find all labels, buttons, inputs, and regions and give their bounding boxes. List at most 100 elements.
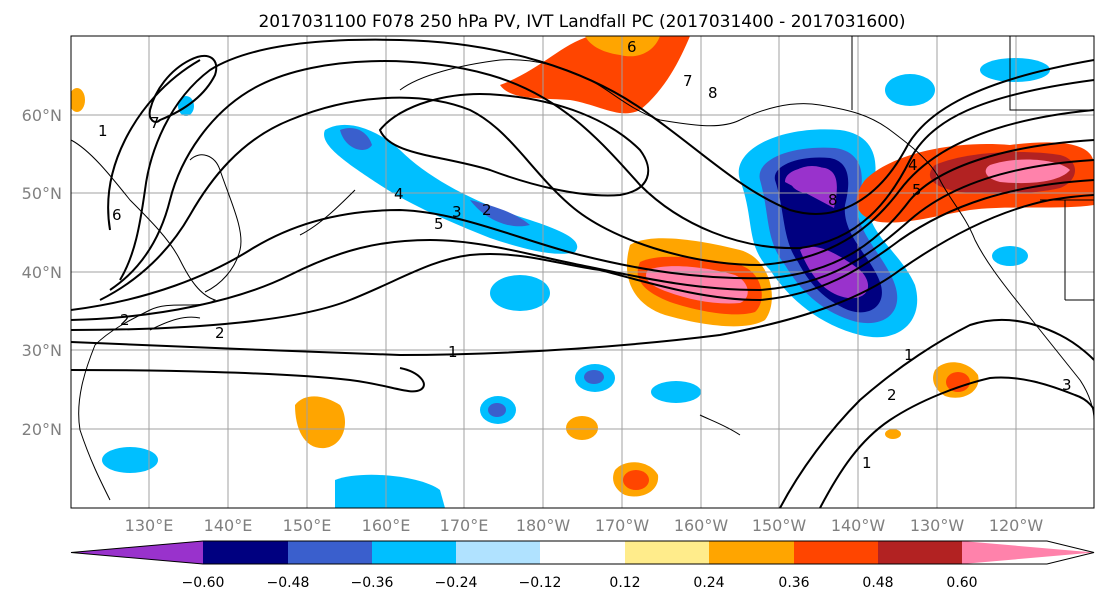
contour-line [71, 159, 1094, 321]
colorbar-segment [203, 541, 288, 564]
colorbar-segment [71, 541, 203, 564]
map-frame [70, 35, 1095, 509]
contour-region [470, 200, 530, 227]
contour-line [819, 376, 1094, 508]
contour-label: 2 [482, 201, 492, 219]
contour-label: 2 [215, 324, 225, 342]
lat-tick: 40°N [22, 263, 62, 282]
contour-region [992, 246, 1028, 266]
lon-tick: 170°E [440, 516, 489, 535]
lat-tick: 20°N [22, 420, 62, 439]
contour-line [189, 154, 242, 293]
contour-line [71, 139, 217, 501]
contour-line [779, 318, 1094, 508]
contour-label: 6 [627, 38, 637, 56]
lat-tick: 30°N [22, 341, 62, 360]
contour-line [699, 414, 741, 436]
contour-region [71, 88, 85, 112]
lon-tick: 150°E [283, 516, 332, 535]
contour-region [651, 381, 701, 403]
lon-tick: 160°W [674, 516, 729, 535]
contour-region [646, 266, 748, 304]
contour-label: 1 [904, 346, 914, 364]
colorbar-tick: −0.12 [519, 575, 562, 591]
contour-label: 3 [452, 203, 462, 221]
lat-tick: 60°N [22, 106, 62, 125]
contour-label: 1 [448, 343, 458, 361]
pv-contours [71, 38, 1094, 508]
colorbar-tick: 0.24 [693, 575, 724, 591]
colorbar-tick: 0.36 [778, 575, 809, 591]
contour-region [623, 470, 649, 490]
contour-line [107, 59, 201, 231]
contour-region [790, 166, 834, 194]
colorbar-segment [540, 541, 625, 564]
colorbar-tick: 0.48 [862, 575, 893, 591]
contour-region [340, 127, 372, 150]
colorbar-segment [372, 541, 456, 564]
contour-label: 6 [112, 206, 122, 224]
colorbar-tick: −0.60 [182, 575, 225, 591]
contour-label: 4 [394, 185, 404, 203]
contour-line [851, 36, 1094, 301]
contour-label: 8 [828, 191, 838, 209]
colorbar-ticks: −0.60 −0.48 −0.36 −0.24 −0.12 0.12 0.24 … [182, 575, 978, 591]
contour-region [885, 429, 901, 439]
contour-region [102, 447, 158, 473]
contour-label: 2 [120, 311, 130, 329]
colorbar [70, 540, 1095, 565]
colorbar-tick: −0.48 [267, 575, 310, 591]
contour-label: 3 [1062, 376, 1072, 394]
contour-region [584, 370, 604, 384]
colorbar-tick: 0.12 [609, 575, 640, 591]
colorbar-tick: −0.36 [351, 575, 394, 591]
contour-region [488, 403, 506, 417]
contour-label: 4 [908, 156, 918, 174]
lon-tick: 160°E [362, 516, 411, 535]
contour-region [885, 74, 935, 106]
contour-line [378, 93, 650, 197]
contour-label: 7 [683, 72, 693, 90]
lon-tick: 150°W [752, 516, 807, 535]
colorbar-segment [456, 541, 540, 564]
lat-tick: 50°N [22, 184, 62, 203]
contour-line [148, 55, 218, 123]
lon-tick: 120°W [989, 516, 1044, 535]
contour-line [71, 367, 425, 393]
positive-anomaly-bering [500, 36, 690, 114]
contour-label: 2 [887, 386, 897, 404]
lon-tick: 180°W [516, 516, 571, 535]
contour-label: 1 [862, 454, 872, 472]
contour-line [71, 139, 1094, 311]
contour-label: 1 [98, 122, 108, 140]
lon-tick: 170°W [595, 516, 650, 535]
colorbar-segment [794, 541, 878, 564]
colorbar-segment [878, 541, 962, 564]
lon-labels: 130°E 140°E 150°E 160°E 170°E 180°W 170°… [125, 516, 1044, 535]
colorbar-tick: 0.60 [946, 575, 977, 591]
graticule [71, 36, 1094, 508]
lon-tick: 130°W [910, 516, 965, 535]
contour-line [109, 60, 1094, 291]
contour-label: 8 [708, 84, 718, 102]
contour-line [71, 194, 1094, 357]
contour-labels: 1 2 3 4 5 6 7 8 1 2 1 2 3 4 5 6 7 8 2 1 [98, 38, 1072, 472]
contour-region [335, 474, 445, 508]
contour-line [119, 38, 1094, 281]
lon-tick: 140°E [204, 516, 253, 535]
colorbar-segment [625, 541, 709, 564]
lon-tick: 140°W [831, 516, 886, 535]
contour-region [946, 372, 970, 392]
colorbar-tick: −0.24 [435, 575, 478, 591]
contour-label: 7 [150, 114, 160, 132]
colorbar-segment [288, 541, 372, 564]
contour-region [490, 275, 550, 311]
contour-label: 5 [434, 215, 444, 233]
colorbar-segment [709, 541, 794, 564]
colorbar-segment [962, 541, 1094, 564]
contour-line [99, 96, 1094, 301]
lon-tick: 130°E [125, 516, 174, 535]
contour-region [566, 416, 598, 440]
contour-label: 5 [912, 181, 922, 199]
